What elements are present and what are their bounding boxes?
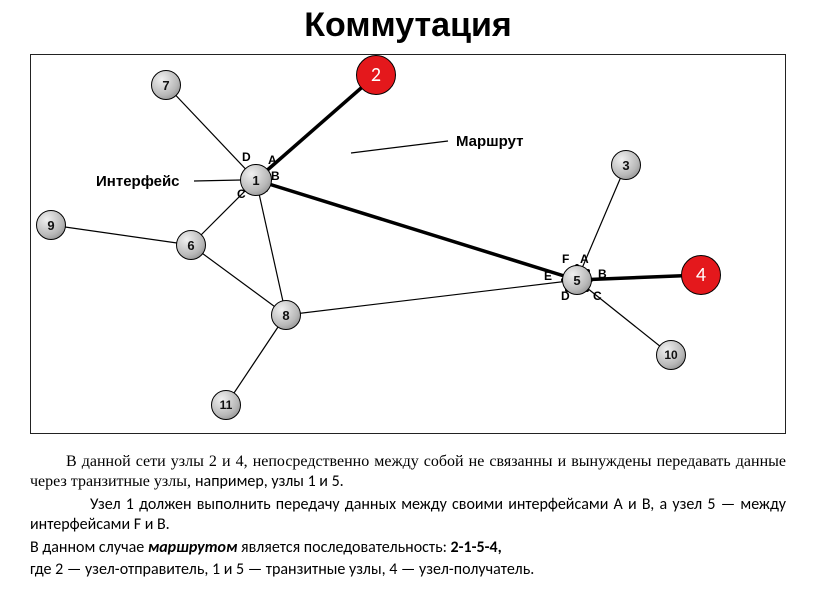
node-3: 3 [611, 150, 641, 180]
p3c: является последовательность: [237, 538, 450, 557]
port-label: A [268, 153, 277, 167]
port-label: B [271, 169, 280, 183]
paragraph-3: В данном случае маршрутом является после… [30, 538, 786, 558]
p3-route-seq: 2-1-5-4, [451, 538, 502, 557]
port-label: C [237, 187, 246, 201]
pointer-line [351, 141, 448, 153]
diagram-label: Интерфейс [96, 173, 180, 190]
pointers-layer [31, 55, 787, 435]
port-label: A [580, 252, 589, 266]
port-label: B [598, 267, 607, 281]
port-label: F [562, 252, 569, 266]
node-9: 9 [36, 210, 66, 240]
port-label: D [561, 289, 570, 303]
paragraph-1: В данной сети узлы 2 и 4, непосредственн… [30, 452, 786, 493]
node-8: 8 [271, 300, 301, 330]
diagram-label: Маршрут [456, 133, 524, 150]
p1-tail: например, узлы 1 и 5. [195, 472, 344, 491]
paragraph-2: Узел 1 должен выполнить передачу данных … [30, 495, 786, 536]
port-label: D [242, 150, 251, 164]
description-text: В данной сети узлы 2 и 4, непосредственн… [30, 452, 786, 583]
p1-serif: В данной сети узлы 2 и 4, непосредственн… [30, 453, 786, 490]
page-title: Коммутация [0, 0, 816, 45]
node-2: 2 [356, 55, 396, 95]
port-label: E [544, 269, 552, 283]
node-4: 4 [681, 255, 721, 295]
node-10: 10 [656, 340, 686, 370]
network-diagram: 1567893101124 ИнтерфейсМаршрутDABCFABCDE [30, 54, 786, 434]
port-label: C [593, 289, 602, 303]
node-11: 11 [211, 390, 241, 420]
node-6: 6 [176, 230, 206, 260]
node-7: 7 [151, 70, 181, 100]
pointer-line [194, 180, 241, 181]
p3-route-word: маршрутом [148, 538, 238, 557]
p3a: В данном случае [30, 538, 148, 557]
paragraph-4: где 2 — узел-отправитель, 1 и 5 — транзи… [30, 560, 786, 580]
